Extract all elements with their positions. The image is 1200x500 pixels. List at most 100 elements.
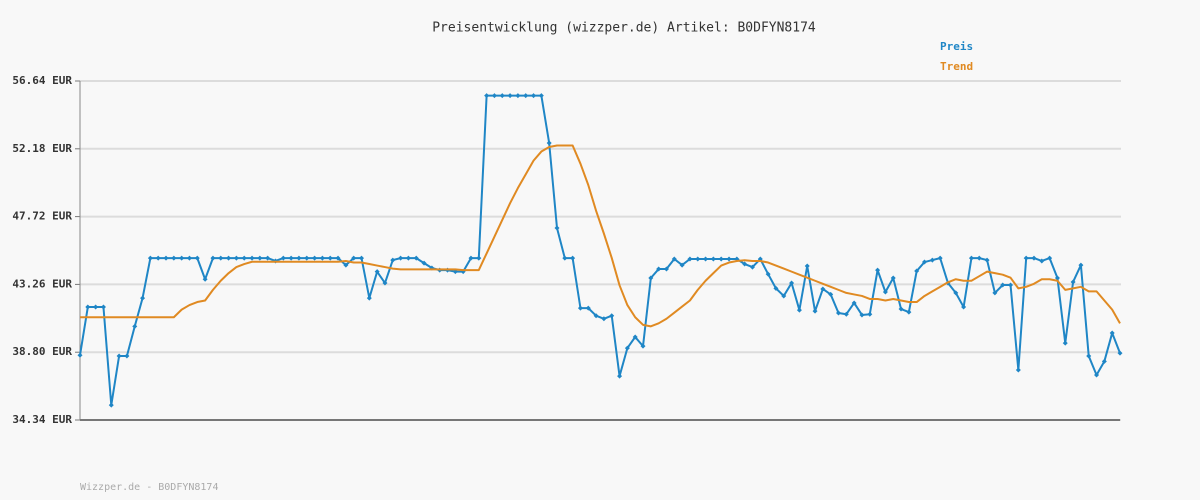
data-point xyxy=(679,262,685,268)
series-line xyxy=(80,144,1121,328)
data-point xyxy=(1070,279,1076,285)
data-point xyxy=(554,225,560,231)
data-point xyxy=(202,276,208,282)
data-point xyxy=(186,255,192,261)
data-point xyxy=(742,261,748,267)
data-point xyxy=(984,257,990,263)
data-point xyxy=(108,402,114,408)
data-point xyxy=(210,255,216,261)
data-point xyxy=(1086,353,1092,359)
data-point xyxy=(1117,350,1123,356)
data-point xyxy=(366,295,372,301)
y-tick-label: 38.80 EUR xyxy=(12,345,72,358)
data-point xyxy=(992,290,998,296)
data-point xyxy=(343,262,349,268)
data-point xyxy=(609,313,615,319)
data-point xyxy=(1054,275,1060,281)
data-point xyxy=(100,304,106,310)
data-point xyxy=(937,255,943,261)
data-point xyxy=(335,255,341,261)
data-point xyxy=(906,309,912,315)
data-point xyxy=(562,255,568,261)
data-point xyxy=(226,255,232,261)
data-point xyxy=(476,255,482,261)
data-point xyxy=(820,286,826,292)
data-point xyxy=(405,255,411,261)
data-point xyxy=(194,255,200,261)
data-point xyxy=(593,313,599,319)
data-point xyxy=(671,256,677,262)
data-point xyxy=(147,255,153,261)
data-point xyxy=(288,255,294,261)
y-tick-label: 47.72 EUR xyxy=(12,210,72,223)
data-point xyxy=(617,373,623,379)
data-point xyxy=(1078,262,1084,268)
data-point xyxy=(280,255,286,261)
data-point xyxy=(570,255,576,261)
data-point xyxy=(1000,282,1006,288)
data-point xyxy=(976,255,982,261)
data-point xyxy=(1015,367,1021,373)
data-point xyxy=(687,256,693,262)
y-tick-label: 34.34 EUR xyxy=(12,413,72,426)
data-point xyxy=(710,256,716,262)
data-point xyxy=(835,310,841,316)
data-point xyxy=(382,280,388,286)
data-point xyxy=(93,304,99,310)
data-point xyxy=(577,305,583,311)
data-point xyxy=(327,255,333,261)
data-point xyxy=(632,334,638,340)
data-point xyxy=(789,280,795,286)
plot xyxy=(77,93,1123,408)
data-point xyxy=(171,255,177,261)
data-point xyxy=(718,256,724,262)
data-point xyxy=(1047,255,1053,261)
data-point xyxy=(1062,340,1068,346)
data-point xyxy=(1023,255,1029,261)
data-point xyxy=(484,93,490,99)
data-point xyxy=(640,343,646,349)
data-point xyxy=(843,311,849,317)
data-point xyxy=(124,353,130,359)
data-point xyxy=(1008,282,1014,288)
data-point xyxy=(546,140,552,146)
data-point xyxy=(663,266,669,272)
data-point xyxy=(1109,330,1115,336)
data-point xyxy=(585,305,591,311)
data-point xyxy=(781,293,787,299)
data-point xyxy=(929,257,935,263)
data-point xyxy=(468,255,474,261)
data-point xyxy=(116,353,122,359)
data-point xyxy=(1094,372,1100,378)
source: Wizzper.de - B0DFYN8174 xyxy=(80,482,218,493)
data-point xyxy=(132,323,138,329)
data-point xyxy=(538,93,544,99)
data-point xyxy=(319,255,325,261)
data-point xyxy=(656,266,662,272)
data-point xyxy=(695,256,701,262)
data-point xyxy=(812,308,818,314)
data-point xyxy=(1031,255,1037,261)
data-point xyxy=(155,255,161,261)
data-point xyxy=(515,93,521,99)
data-point xyxy=(796,307,802,313)
data-point xyxy=(491,93,497,99)
data-point xyxy=(249,255,255,261)
data-point xyxy=(390,257,396,263)
data-point xyxy=(163,255,169,261)
data-point xyxy=(85,304,91,310)
data-point xyxy=(233,255,239,261)
data-point xyxy=(765,271,771,277)
data-point xyxy=(507,93,513,99)
data-point xyxy=(359,255,365,261)
data-point xyxy=(867,311,873,317)
data-point xyxy=(859,312,865,318)
chart-title: Preisentwicklung (wizzper.de) Artikel: B… xyxy=(432,21,816,36)
data-point xyxy=(898,306,904,312)
data-point xyxy=(1101,358,1107,364)
data-point xyxy=(312,255,318,261)
data-point xyxy=(241,255,247,261)
